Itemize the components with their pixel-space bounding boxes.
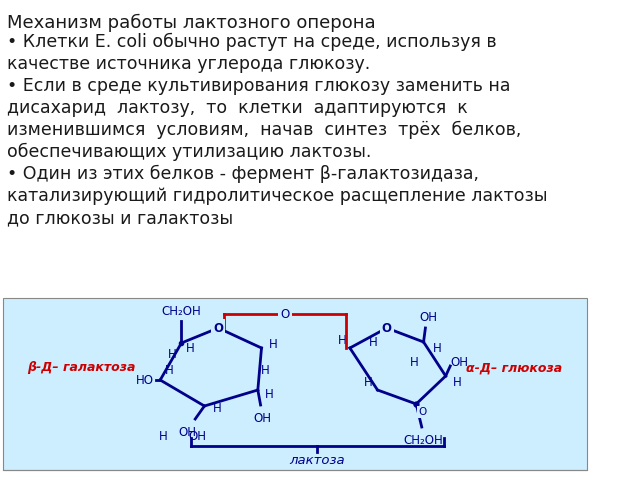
Text: H: H (338, 334, 347, 347)
Text: β-Д– галактоза: β-Д– галактоза (28, 361, 136, 374)
Text: • Клетки Е. coli обычно растут на среде, используя в: • Клетки Е. coli обычно растут на среде,… (8, 33, 497, 51)
Text: до глюкозы и галактозы: до глюкозы и галактозы (8, 209, 234, 227)
Text: H: H (364, 375, 372, 388)
Text: H: H (186, 341, 195, 355)
Text: лактоза: лактоза (289, 454, 345, 467)
Text: O: O (280, 308, 290, 321)
Text: H: H (261, 363, 269, 376)
Text: OH: OH (179, 426, 197, 439)
Text: H: H (165, 363, 174, 376)
Text: H: H (168, 348, 177, 361)
FancyBboxPatch shape (3, 298, 586, 470)
Text: O: O (213, 322, 223, 335)
Text: H: H (159, 430, 167, 443)
Text: H: H (433, 341, 442, 355)
Text: Механизм работы лактозного оперона: Механизм работы лактозного оперона (8, 14, 376, 32)
Text: • Один из этих белков - фермент β-галактозидаза,: • Один из этих белков - фермент β-галакт… (8, 165, 479, 183)
Text: H: H (369, 336, 378, 349)
Text: обеспечивающих утилизацию лактозы.: обеспечивающих утилизацию лактозы. (8, 143, 372, 161)
Text: HO: HO (136, 373, 154, 386)
Text: дисахарид  лактозу,  то  клетки  адаптируются  к: дисахарид лактозу, то клетки адаптируютс… (8, 99, 468, 117)
Text: O: O (418, 407, 426, 417)
Text: OH: OH (451, 356, 468, 369)
Text: OH: OH (188, 430, 206, 443)
Text: H: H (453, 375, 462, 388)
Text: • Если в среде культивирования глюкозу заменить на: • Если в среде культивирования глюкозу з… (8, 77, 511, 95)
Text: качестве источника углерода глюкозу.: качестве источника углерода глюкозу. (8, 55, 371, 73)
Text: H: H (410, 356, 419, 369)
Text: H: H (213, 401, 221, 415)
Text: O: O (381, 322, 392, 335)
Text: OH: OH (419, 311, 437, 324)
Text: H: H (269, 337, 278, 350)
Text: CH₂OH: CH₂OH (161, 305, 201, 318)
Text: CH₂OH: CH₂OH (404, 434, 444, 447)
Text: OH: OH (253, 412, 271, 425)
Text: α-Д– глюкоза: α-Д– глюкоза (465, 361, 562, 374)
Text: изменившимся  условиям,  начав  синтез  трёх  белков,: изменившимся условиям, начав синтез трёх… (8, 121, 522, 139)
Text: катализирующий гидролитическое расщепление лактозы: катализирующий гидролитическое расщеплен… (8, 187, 548, 205)
Text: H: H (265, 387, 274, 400)
